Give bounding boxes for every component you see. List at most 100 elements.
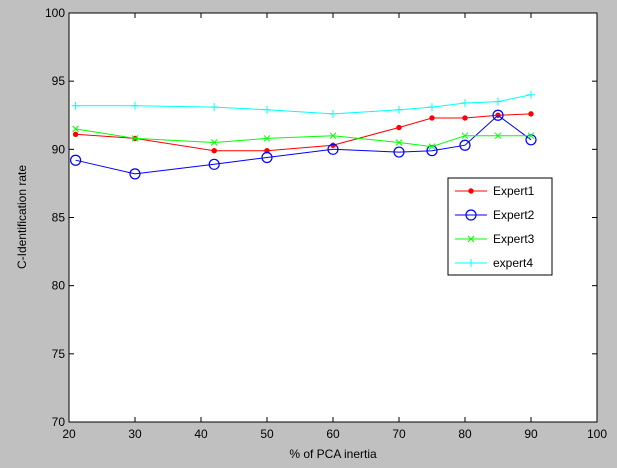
point-circle bbox=[525, 134, 537, 146]
data-point bbox=[461, 132, 469, 140]
data-point bbox=[396, 124, 402, 131]
legend-label: Expert3 bbox=[493, 232, 535, 246]
series-line bbox=[75, 114, 532, 175]
x-tick-label: 60 bbox=[326, 427, 340, 441]
data-point bbox=[429, 115, 435, 121]
data-point bbox=[462, 115, 468, 121]
point-dot bbox=[429, 115, 435, 121]
point-circle bbox=[261, 151, 273, 164]
x-axis-label: % of PCA inertia bbox=[289, 447, 377, 461]
data-point bbox=[210, 139, 218, 146]
data-point bbox=[208, 158, 220, 170]
data-point bbox=[461, 98, 469, 107]
data-point bbox=[327, 143, 339, 155]
point-x-b bbox=[461, 132, 469, 140]
data-point bbox=[492, 109, 504, 121]
data-point bbox=[527, 132, 535, 140]
point-x-b bbox=[428, 143, 436, 150]
point-x-b bbox=[527, 132, 535, 140]
point-circle bbox=[393, 146, 405, 158]
legend-item-expert2: Expert2 bbox=[455, 208, 535, 222]
data-point bbox=[72, 125, 79, 133]
series-expert2 bbox=[69, 109, 537, 180]
legend-box bbox=[447, 177, 553, 276]
data-point bbox=[467, 235, 475, 243]
data-point bbox=[131, 101, 139, 110]
data-point bbox=[494, 97, 502, 106]
data-point bbox=[465, 209, 477, 221]
data-point bbox=[129, 168, 141, 180]
point-x-b bbox=[263, 135, 271, 142]
x-tick-label: 80 bbox=[458, 427, 472, 441]
point-circle bbox=[459, 139, 471, 151]
data-point bbox=[263, 105, 271, 114]
legend-item-expert3: Expert3 bbox=[455, 232, 535, 246]
data-point bbox=[261, 151, 273, 164]
data-point bbox=[329, 109, 337, 118]
data-point bbox=[528, 111, 534, 117]
data-point bbox=[71, 101, 80, 110]
data-point bbox=[329, 132, 337, 140]
point-x-b bbox=[131, 135, 139, 142]
y-tick-label: 80 bbox=[52, 279, 66, 293]
x-tick-label: 50 bbox=[260, 427, 274, 441]
y-tick-label: 100 bbox=[45, 6, 65, 20]
point-dot bbox=[72, 131, 79, 138]
x-tick-label: 40 bbox=[194, 427, 208, 441]
data-point bbox=[525, 134, 537, 146]
point-x-b bbox=[329, 132, 337, 140]
series-line bbox=[75, 128, 531, 148]
point-circle bbox=[327, 143, 339, 155]
data-point bbox=[330, 142, 336, 148]
y-axis-label: C-Identification rate bbox=[15, 165, 29, 269]
y-tick-label: 75 bbox=[52, 347, 66, 361]
point-circle bbox=[465, 209, 477, 221]
point-circle bbox=[426, 145, 438, 157]
series-line bbox=[75, 113, 532, 152]
data-point bbox=[426, 145, 438, 157]
point-x-b bbox=[72, 125, 79, 133]
x-tick-label: 100 bbox=[587, 427, 607, 441]
point-circle bbox=[492, 109, 504, 121]
data-point bbox=[395, 139, 403, 146]
legend-item-expert1: Expert1 bbox=[455, 184, 535, 198]
x-tick-label: 70 bbox=[392, 427, 406, 441]
data-point bbox=[210, 103, 219, 112]
series-layer bbox=[69, 90, 537, 180]
legend-item-expert4: expert4 bbox=[455, 256, 533, 270]
data-point bbox=[468, 188, 474, 194]
x-tick-label: 90 bbox=[524, 427, 538, 441]
y-tick-label: 90 bbox=[52, 142, 66, 156]
y-tick-label: 70 bbox=[52, 415, 66, 429]
data-point bbox=[527, 90, 535, 99]
point-dot bbox=[396, 124, 402, 131]
legend: Expert1 Expert2 Expert3 expert4 bbox=[447, 177, 553, 276]
point-x-b bbox=[467, 235, 475, 243]
data-point bbox=[72, 131, 79, 138]
legend-label: expert4 bbox=[493, 256, 533, 270]
series-line bbox=[75, 94, 532, 115]
data-point bbox=[459, 139, 471, 151]
series-expert4 bbox=[71, 90, 535, 118]
point-dot bbox=[330, 142, 336, 148]
y-tick-label: 85 bbox=[52, 211, 66, 225]
legend-label: Expert1 bbox=[493, 184, 535, 198]
point-dot bbox=[462, 115, 468, 121]
point-dot bbox=[468, 188, 474, 194]
ticks-layer: 20 30 40 50 60 70 80 90 100 70 75 80 85 90 95 100 bbox=[45, 6, 607, 441]
data-point bbox=[131, 135, 139, 142]
data-point bbox=[393, 146, 405, 158]
point-x-b bbox=[210, 139, 218, 146]
data-point bbox=[395, 105, 403, 114]
y-tick-label: 95 bbox=[52, 74, 66, 88]
point-circle bbox=[208, 158, 220, 170]
point-x-b bbox=[494, 132, 502, 140]
series-expert3 bbox=[72, 125, 535, 150]
legend-label: Expert2 bbox=[493, 208, 535, 222]
point-circle bbox=[69, 154, 82, 166]
point-dot bbox=[528, 111, 534, 117]
data-point bbox=[263, 135, 271, 142]
data-point bbox=[428, 143, 436, 150]
